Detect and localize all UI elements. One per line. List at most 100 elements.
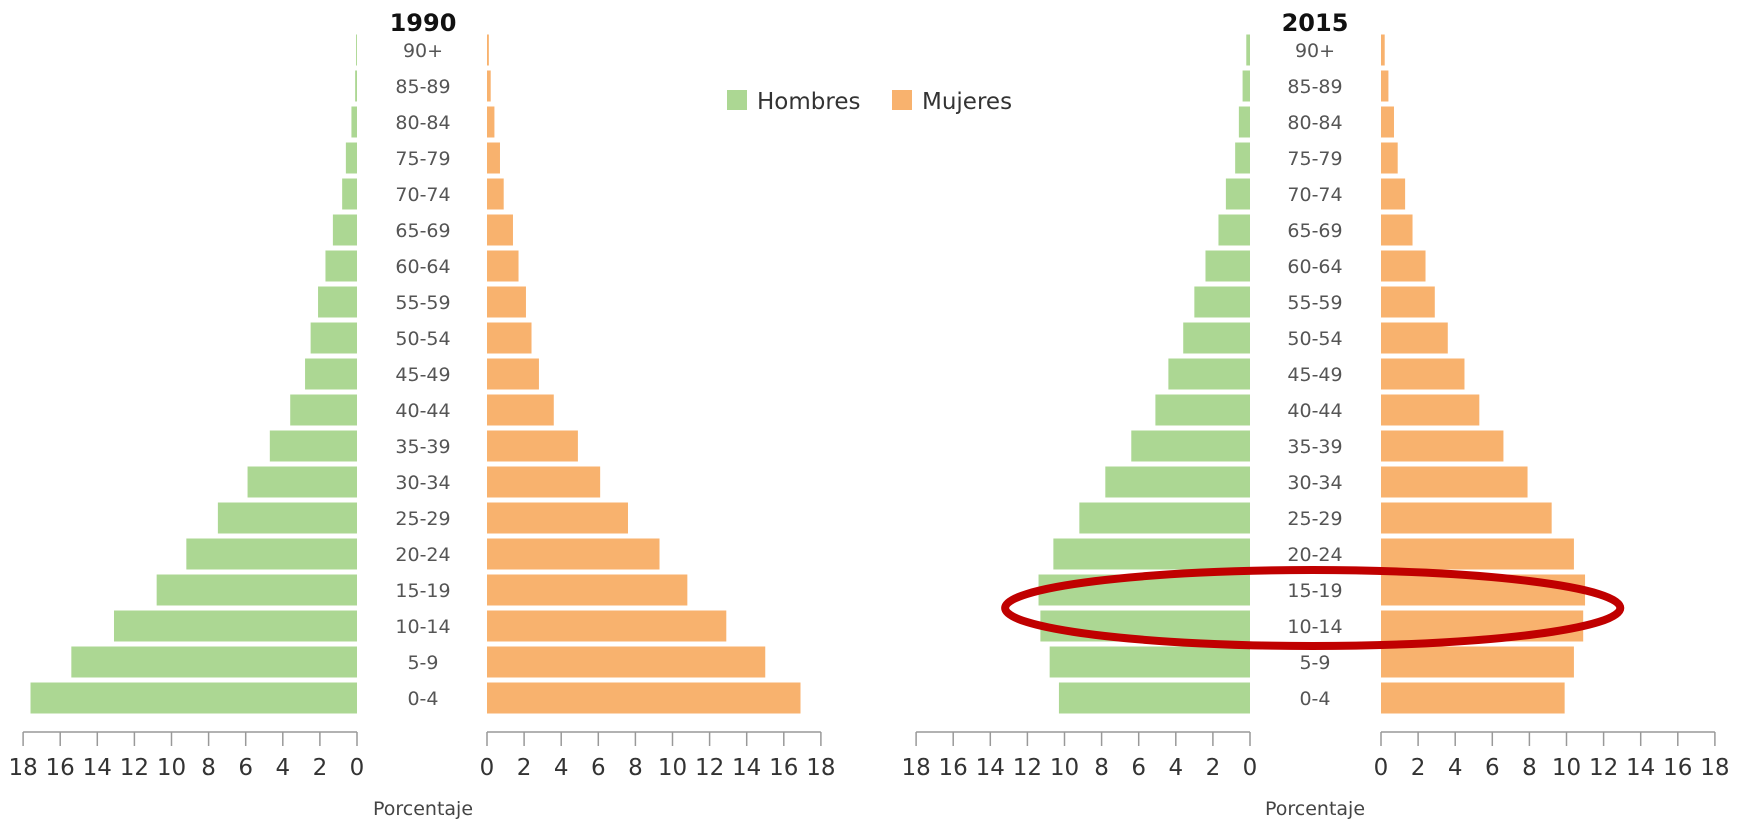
age-group-label: 60-64 xyxy=(1287,256,1342,278)
x-tick-label: 6 xyxy=(238,755,253,781)
bar-mujeres-30-34 xyxy=(1381,466,1528,498)
bar-mujeres-65-69 xyxy=(487,214,513,246)
bar-mujeres-80-84 xyxy=(487,106,495,138)
bar-hombres-10-14 xyxy=(113,610,358,642)
bar-mujeres-30-34 xyxy=(487,466,601,498)
x-tick-label: 14 xyxy=(1626,755,1655,781)
bar-hombres-80-84 xyxy=(1238,106,1250,138)
bar-hombres-35-39 xyxy=(1131,430,1250,462)
x-axis-label: Porcentaje xyxy=(373,798,473,820)
bar-mujeres-15-19 xyxy=(487,574,688,606)
bar-hombres-0-4 xyxy=(30,682,358,714)
age-group-label: 30-34 xyxy=(1287,472,1342,494)
bar-hombres-15-19 xyxy=(156,574,357,606)
bar-mujeres-45-49 xyxy=(487,358,539,390)
age-group-label: 45-49 xyxy=(1287,364,1342,386)
age-group-label: 50-54 xyxy=(395,328,450,350)
age-group-label: 80-84 xyxy=(395,112,450,134)
x-tick-label: 12 xyxy=(695,755,724,781)
age-group-label: 40-44 xyxy=(395,400,450,422)
bar-hombres-85-89 xyxy=(1242,70,1250,102)
bar-hombres-25-29 xyxy=(217,502,357,534)
x-tick-label: 2 xyxy=(1206,755,1221,781)
panel-title: 2015 xyxy=(1282,9,1349,37)
age-group-label: 35-39 xyxy=(395,436,450,458)
x-tick-label: 2 xyxy=(517,755,532,781)
age-group-label: 25-29 xyxy=(395,508,450,530)
age-group-label: 0-4 xyxy=(1299,688,1330,710)
bar-mujeres-70-74 xyxy=(487,178,504,210)
bar-hombres-90+ xyxy=(1246,34,1250,66)
x-tick-label: 6 xyxy=(1131,755,1146,781)
bar-mujeres-80-84 xyxy=(1381,106,1394,138)
x-tick-label: 12 xyxy=(1013,755,1042,781)
age-group-label: 65-69 xyxy=(1287,220,1342,242)
x-tick-label: 0 xyxy=(480,755,495,781)
bar-hombres-0-4 xyxy=(1058,682,1250,714)
age-group-label: 55-59 xyxy=(1287,292,1342,314)
x-tick-label: 4 xyxy=(1448,755,1463,781)
bar-hombres-5-9 xyxy=(71,646,357,678)
age-group-label: 25-29 xyxy=(1287,508,1342,530)
bar-hombres-35-39 xyxy=(269,430,357,462)
bar-mujeres-90+ xyxy=(1381,34,1385,66)
bar-mujeres-45-49 xyxy=(1381,358,1465,390)
panel-title: 1990 xyxy=(390,9,457,37)
x-tick-label: 6 xyxy=(1485,755,1500,781)
age-group-label: 80-84 xyxy=(1287,112,1342,134)
age-group-label: 90+ xyxy=(1295,40,1335,62)
bar-mujeres-40-44 xyxy=(1381,394,1480,426)
bar-hombres-45-49 xyxy=(305,358,357,390)
bar-mujeres-55-59 xyxy=(1381,286,1435,318)
bar-mujeres-60-64 xyxy=(487,250,519,282)
x-tick-label: 12 xyxy=(1589,755,1618,781)
bar-mujeres-35-39 xyxy=(1381,430,1504,462)
bar-hombres-65-69 xyxy=(332,214,357,246)
bar-hombres-30-34 xyxy=(247,466,357,498)
age-group-label: 45-49 xyxy=(395,364,450,386)
bar-hombres-90+ xyxy=(356,34,357,66)
bar-hombres-75-79 xyxy=(345,142,357,174)
bar-hombres-85-89 xyxy=(355,70,357,102)
bar-hombres-55-59 xyxy=(1194,286,1250,318)
age-group-label: 50-54 xyxy=(1287,328,1342,350)
age-group-label: 15-19 xyxy=(1287,580,1342,602)
bar-mujeres-20-24 xyxy=(1381,538,1574,570)
bar-hombres-70-74 xyxy=(342,178,357,210)
x-tick-label: 10 xyxy=(1050,755,1079,781)
bar-mujeres-35-39 xyxy=(487,430,578,462)
bar-hombres-50-54 xyxy=(1183,322,1250,354)
bar-hombres-60-64 xyxy=(325,250,357,282)
bar-hombres-5-9 xyxy=(1049,646,1250,678)
bar-mujeres-55-59 xyxy=(487,286,526,318)
x-tick-label: 0 xyxy=(350,755,365,781)
bar-hombres-75-79 xyxy=(1235,142,1250,174)
legend-swatch-hombres xyxy=(727,90,747,110)
bar-mujeres-40-44 xyxy=(487,394,554,426)
x-tick-label: 16 xyxy=(1663,755,1692,781)
bar-mujeres-10-14 xyxy=(487,610,727,642)
x-axis-label: Porcentaje xyxy=(1265,798,1365,820)
bar-hombres-40-44 xyxy=(1155,394,1250,426)
x-tick-label: 0 xyxy=(1243,755,1258,781)
x-tick-label: 8 xyxy=(1522,755,1537,781)
legend-label: Hombres xyxy=(757,89,860,115)
x-tick-label: 2 xyxy=(313,755,328,781)
age-group-label: 30-34 xyxy=(395,472,450,494)
age-group-label: 75-79 xyxy=(395,148,450,170)
x-tick-label: 16 xyxy=(939,755,968,781)
bar-hombres-30-34 xyxy=(1105,466,1250,498)
bar-mujeres-0-4 xyxy=(1381,682,1565,714)
x-tick-label: 0 xyxy=(1374,755,1389,781)
bar-hombres-20-24 xyxy=(186,538,357,570)
bar-mujeres-50-54 xyxy=(1381,322,1448,354)
age-group-label: 65-69 xyxy=(395,220,450,242)
legend-label: Mujeres xyxy=(922,89,1012,115)
bar-mujeres-85-89 xyxy=(1381,70,1389,102)
age-group-label: 10-14 xyxy=(395,616,450,638)
x-tick-label: 16 xyxy=(769,755,798,781)
x-tick-label: 14 xyxy=(732,755,761,781)
bar-mujeres-85-89 xyxy=(487,70,491,102)
x-tick-label: 18 xyxy=(1700,755,1729,781)
bar-mujeres-50-54 xyxy=(487,322,532,354)
